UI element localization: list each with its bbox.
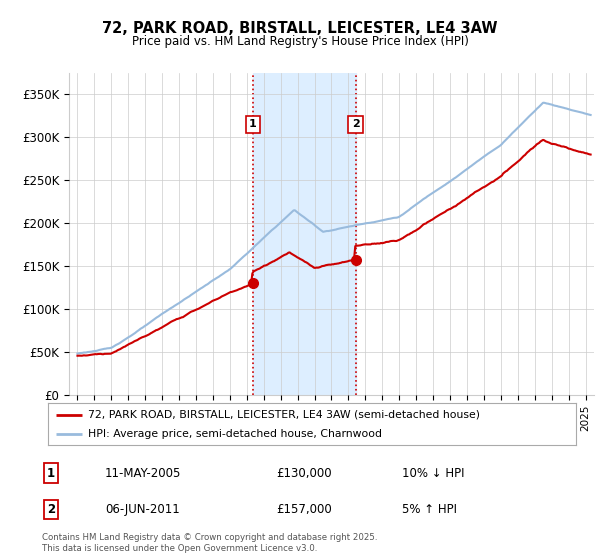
Text: 10% ↓ HPI: 10% ↓ HPI	[402, 466, 464, 480]
Text: 5% ↑ HPI: 5% ↑ HPI	[402, 503, 457, 516]
Text: £130,000: £130,000	[276, 466, 332, 480]
Text: 1: 1	[249, 119, 257, 129]
Text: HPI: Average price, semi-detached house, Charnwood: HPI: Average price, semi-detached house,…	[88, 429, 382, 439]
Text: Contains HM Land Registry data © Crown copyright and database right 2025.
This d: Contains HM Land Registry data © Crown c…	[42, 533, 377, 553]
Text: 72, PARK ROAD, BIRSTALL, LEICESTER, LE4 3AW (semi-detached house): 72, PARK ROAD, BIRSTALL, LEICESTER, LE4 …	[88, 409, 479, 419]
Bar	[253, 73, 356, 395]
Text: 2: 2	[352, 119, 359, 129]
Text: 1: 1	[47, 466, 55, 480]
Text: 06-JUN-2011: 06-JUN-2011	[105, 503, 180, 516]
Text: Price paid vs. HM Land Registry's House Price Index (HPI): Price paid vs. HM Land Registry's House …	[131, 35, 469, 48]
Text: 11-MAY-2005: 11-MAY-2005	[105, 466, 181, 480]
Text: £157,000: £157,000	[276, 503, 332, 516]
Text: 72, PARK ROAD, BIRSTALL, LEICESTER, LE4 3AW: 72, PARK ROAD, BIRSTALL, LEICESTER, LE4 …	[102, 21, 498, 36]
Text: 2: 2	[47, 503, 55, 516]
